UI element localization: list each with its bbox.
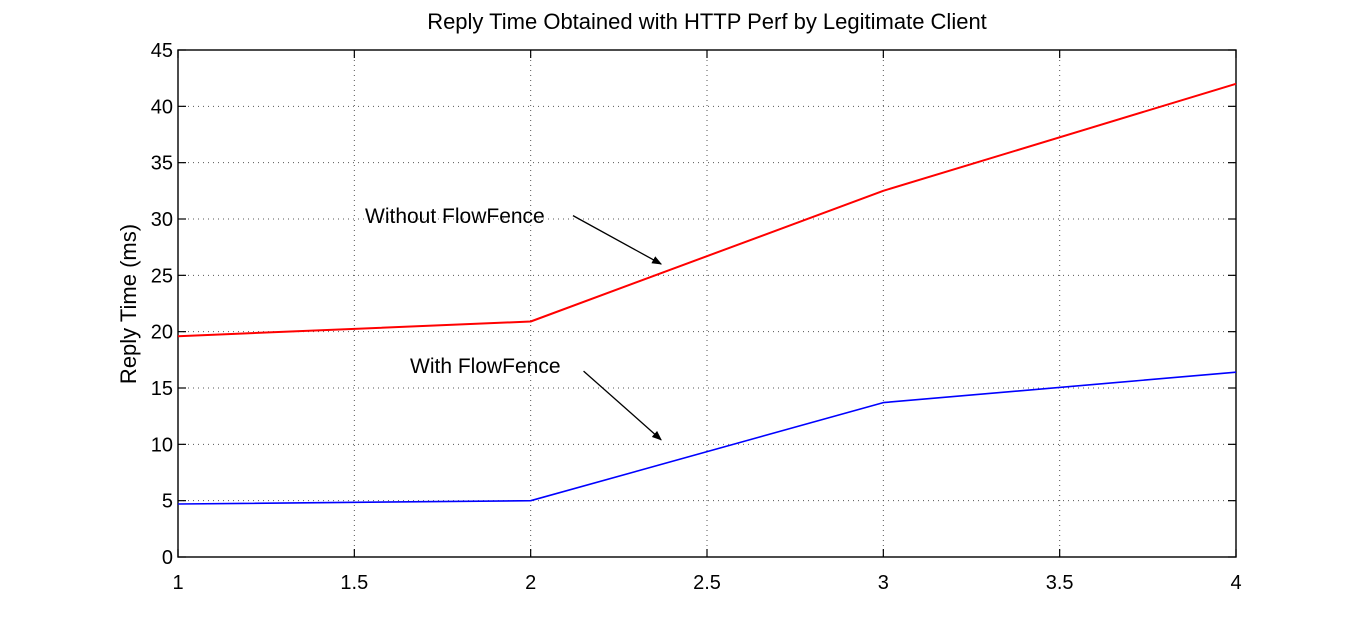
x-tick-label: 1.5 (340, 572, 368, 594)
x-tick-label: 2.5 (693, 572, 721, 594)
x-tick-label: 4 (1230, 572, 1241, 594)
y-tick-label: 35 (151, 153, 173, 175)
y-tick-label: 5 (162, 491, 173, 513)
x-tick-label: 2 (525, 572, 536, 594)
x-tick-label: 3 (878, 572, 889, 594)
annotation-arrow-with (583, 370, 662, 441)
y-tick-label: 0 (162, 547, 173, 569)
series-line-without (177, 82, 1237, 338)
series-lines (177, 82, 1237, 505)
y-axis-label: Reply Time (ms) (116, 224, 141, 384)
y-tick-label: 30 (151, 209, 173, 231)
y-tick-label: 20 (151, 322, 173, 344)
series-line-with (177, 371, 1237, 505)
y-tick-label: 10 (151, 434, 173, 456)
y-tick-label: 15 (151, 378, 173, 400)
y-tick-label: 45 (151, 40, 173, 62)
annotations: Without FlowFence With FlowFence (365, 205, 663, 441)
x-tick-label: 3.5 (1046, 572, 1074, 594)
y-tick-label: 25 (151, 265, 173, 287)
annotation-arrow-without (572, 215, 663, 265)
grid-lines (178, 50, 1236, 557)
annotation-without-flowfence: Without FlowFence (365, 205, 545, 228)
x-tick-label: 1 (172, 572, 183, 594)
y-tick-label: 40 (151, 96, 173, 118)
chart-title: Reply Time Obtained with HTTP Perf by Le… (427, 9, 987, 34)
annotation-with-flowfence: With FlowFence (410, 355, 561, 378)
